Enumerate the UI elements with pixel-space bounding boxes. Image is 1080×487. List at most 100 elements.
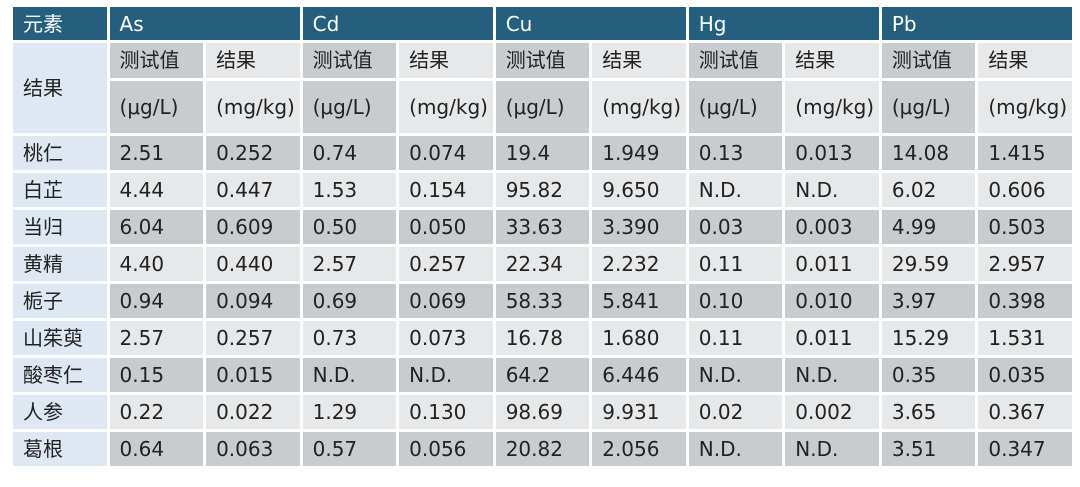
table-row: 栀子 0.94 0.094 0.69 0.069 58.33 5.841 0.10 0.010 3… <box>13 284 1072 318</box>
subheader-result: 结果 <box>592 43 686 78</box>
row-label: 栀子 <box>13 284 107 318</box>
table-cell: 0.010 <box>785 284 879 318</box>
table-cell: 0.257 <box>399 247 493 281</box>
unit-result: (mg/kg) <box>785 81 879 133</box>
table-cell: 0.015 <box>206 358 300 392</box>
table-cell: 20.82 <box>495 432 590 466</box>
table-cell: 0.35 <box>881 358 976 392</box>
table-cell: 3.390 <box>592 210 686 244</box>
unit-row: (μg/L) (mg/kg) (μg/L) (mg/kg) (μg/L) (mg… <box>13 81 1072 133</box>
row-label: 人参 <box>13 395 107 429</box>
header-corner: 元素 <box>13 7 107 40</box>
unit-test: (μg/L) <box>109 81 204 133</box>
row-label: 酸枣仁 <box>13 358 107 392</box>
table-cell: 0.069 <box>399 284 493 318</box>
header-element-pb: Pb <box>881 7 1072 40</box>
table-cell: 0.94 <box>109 284 204 318</box>
table-cell: 0.11 <box>688 247 783 281</box>
table-row: 白芷 4.44 0.447 1.53 0.154 95.82 9.650 N.D. N.D. 6.… <box>13 173 1072 207</box>
row-label: 白芷 <box>13 173 107 207</box>
table-cell: 58.33 <box>495 284 590 318</box>
subheader-result: 结果 <box>206 43 300 78</box>
table-cell: 1.680 <box>592 321 686 355</box>
table-cell: 0.022 <box>206 395 300 429</box>
table-cell: 0.50 <box>302 210 397 244</box>
table-cell: N.D. <box>399 358 493 392</box>
table-cell: 0.257 <box>206 321 300 355</box>
subheader-result: 结果 <box>978 43 1072 78</box>
unit-result: (mg/kg) <box>206 81 300 133</box>
table-cell: 0.503 <box>978 210 1072 244</box>
table-cell: 29.59 <box>881 247 976 281</box>
table-cell: 3.51 <box>881 432 976 466</box>
table-cell: 0.074 <box>399 136 493 170</box>
table-cell: 0.606 <box>978 173 1072 207</box>
unit-test: (μg/L) <box>881 81 976 133</box>
table-cell: 33.63 <box>495 210 590 244</box>
table-cell: 0.013 <box>785 136 879 170</box>
unit-result: (mg/kg) <box>592 81 686 133</box>
element-results-table: 元素 As Cd Cu Hg Pb 结果 测试值 结果 测试值 结果 测试值 结… <box>10 4 1075 469</box>
table-cell: 64.2 <box>495 358 590 392</box>
table-cell: 6.02 <box>881 173 976 207</box>
table-cell: 0.64 <box>109 432 204 466</box>
table-cell: 0.003 <box>785 210 879 244</box>
table-cell: 3.65 <box>881 395 976 429</box>
table-cell: 22.34 <box>495 247 590 281</box>
table-cell: 2.57 <box>109 321 204 355</box>
table-cell: 6.04 <box>109 210 204 244</box>
table-cell: 0.11 <box>688 321 783 355</box>
subheader-test-value: 测试值 <box>688 43 783 78</box>
header-row: 元素 As Cd Cu Hg Pb <box>13 7 1072 40</box>
table-cell: N.D. <box>688 173 783 207</box>
table-cell: 2.232 <box>592 247 686 281</box>
table-row: 人参 0.22 0.022 1.29 0.130 98.69 9.931 0.02 0.002 3… <box>13 395 1072 429</box>
table-cell: 4.40 <box>109 247 204 281</box>
table-cell: N.D. <box>302 358 397 392</box>
table-cell: 0.609 <box>206 210 300 244</box>
row-label: 山茱萸 <box>13 321 107 355</box>
table-cell: 0.130 <box>399 395 493 429</box>
table-cell: 9.931 <box>592 395 686 429</box>
table-row: 酸枣仁 0.15 0.015 N.D. N.D. 64.2 6.446 N.D. N.D. 0.3… <box>13 358 1072 392</box>
subheader-test-value: 测试值 <box>881 43 976 78</box>
table-cell: 0.57 <box>302 432 397 466</box>
unit-test: (μg/L) <box>302 81 397 133</box>
table-cell: 4.44 <box>109 173 204 207</box>
table-cell: 0.22 <box>109 395 204 429</box>
table-cell: 0.367 <box>978 395 1072 429</box>
unit-result: (mg/kg) <box>978 81 1072 133</box>
table-cell: 0.440 <box>206 247 300 281</box>
header-element-hg: Hg <box>688 7 879 40</box>
table-row: 当归 6.04 0.609 0.50 0.050 33.63 3.390 0.03 0.003 4… <box>13 210 1072 244</box>
table-cell: 2.957 <box>978 247 1072 281</box>
table-cell: 0.03 <box>688 210 783 244</box>
table-cell: 0.398 <box>978 284 1072 318</box>
table-row: 桃仁 2.51 0.252 0.74 0.074 19.4 1.949 0.13 0.013 14… <box>13 136 1072 170</box>
subheader-row: 结果 测试值 结果 测试值 结果 测试值 结果 测试值 结果 测试值 结果 <box>13 43 1072 133</box>
table-cell: 95.82 <box>495 173 590 207</box>
table-cell: N.D. <box>785 432 879 466</box>
table-cell: 0.74 <box>302 136 397 170</box>
table-cell: 0.347 <box>978 432 1072 466</box>
table-cell: 1.53 <box>302 173 397 207</box>
table-cell: 0.10 <box>688 284 783 318</box>
table-cell: 0.13 <box>688 136 783 170</box>
table-cell: 0.002 <box>785 395 879 429</box>
table-cell: 1.949 <box>592 136 686 170</box>
table-cell: 5.841 <box>592 284 686 318</box>
table-row: 葛根 0.64 0.063 0.57 0.056 20.82 2.056 N.D. N.D. 3.… <box>13 432 1072 466</box>
table-cell: 0.011 <box>785 247 879 281</box>
subheader-test-value: 测试值 <box>109 43 204 78</box>
table-row: 黄精 4.40 0.440 2.57 0.257 22.34 2.232 0.11 0.011 2… <box>13 247 1072 281</box>
table-cell: N.D. <box>688 358 783 392</box>
row-label: 葛根 <box>13 432 107 466</box>
table-cell: 14.08 <box>881 136 976 170</box>
table-cell: 2.57 <box>302 247 397 281</box>
row-label: 当归 <box>13 210 107 244</box>
row-label: 黄精 <box>13 247 107 281</box>
table-cell: 98.69 <box>495 395 590 429</box>
table-cell: 0.094 <box>206 284 300 318</box>
table-cell: 0.15 <box>109 358 204 392</box>
table-cell: 4.99 <box>881 210 976 244</box>
